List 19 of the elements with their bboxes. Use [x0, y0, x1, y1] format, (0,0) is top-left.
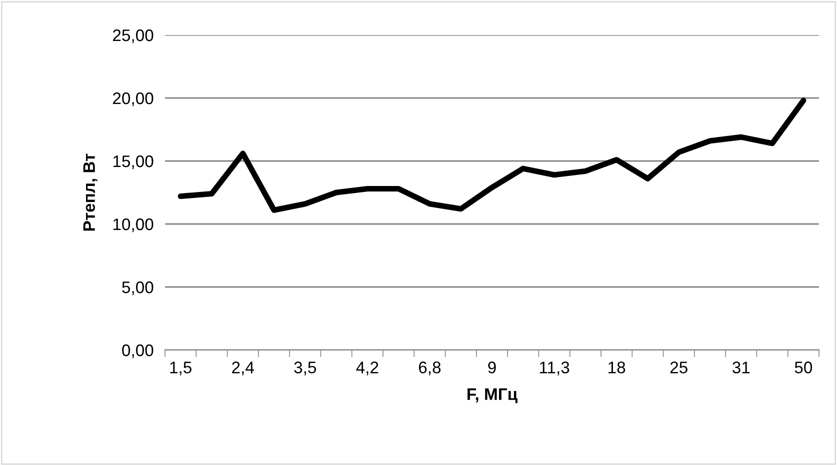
- y-tick-label: 15,00: [113, 155, 154, 170]
- y-tick-label: 0,00: [122, 344, 154, 358]
- y-axis-title: Ртепл, Вт: [83, 154, 98, 231]
- y-tick-label: 20,00: [113, 92, 154, 106]
- x-tick-label: 18: [608, 362, 626, 374]
- x-axis-title: F, МГц: [468, 388, 518, 404]
- x-tick-label: 6,8: [418, 362, 441, 376]
- x-tick-label: 3,5: [294, 362, 316, 376]
- y-tick-label: 5,00: [122, 281, 154, 296]
- x-tick-label: 50: [794, 362, 812, 374]
- x-tick-label: 9: [488, 362, 496, 374]
- x-tick-label: 1,5: [170, 362, 192, 376]
- x-tick-label: 4,2: [356, 362, 378, 376]
- y-tick-label: 10,00: [113, 218, 154, 232]
- x-tick-label: 31: [732, 362, 750, 374]
- x-tick-label: 25: [670, 362, 688, 374]
- y-tick-label: 25,00: [113, 29, 154, 44]
- x-tick-label: 11,3: [540, 362, 570, 376]
- x-tick-label: 2,4: [232, 362, 254, 376]
